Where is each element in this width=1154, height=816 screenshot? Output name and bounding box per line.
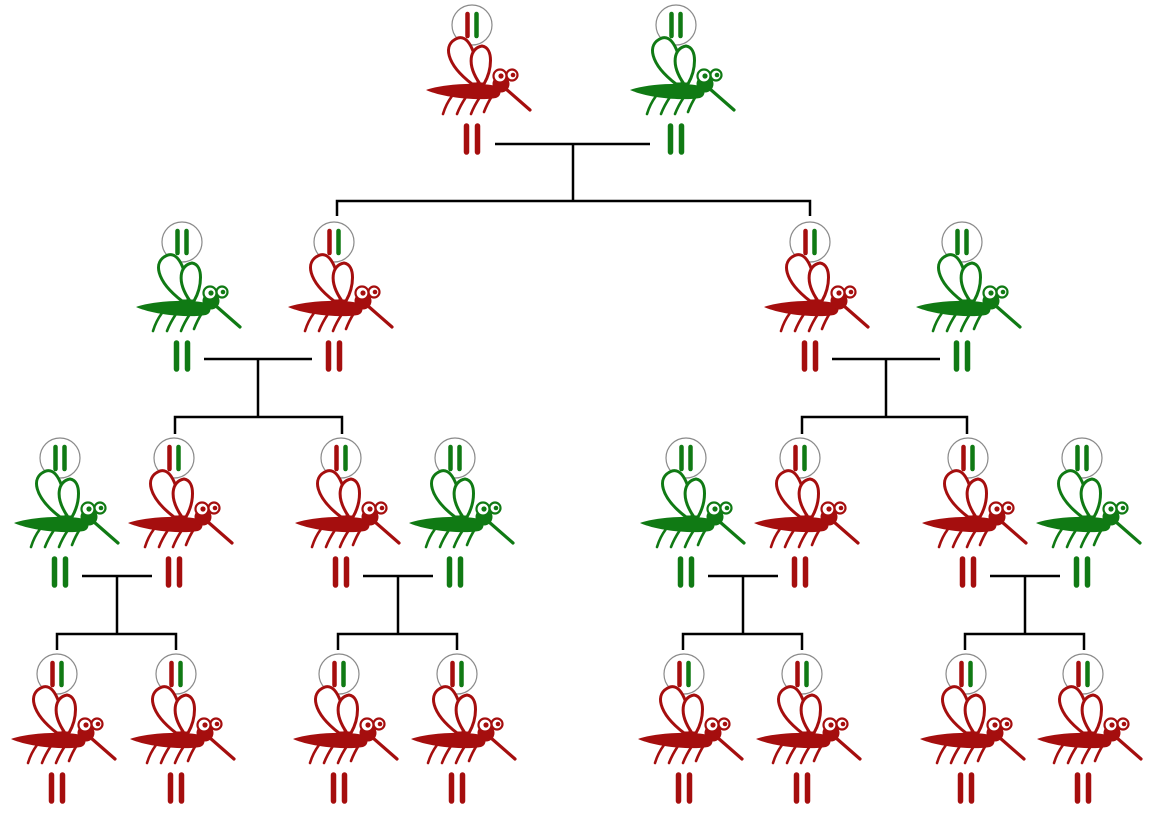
mosquito-icon xyxy=(752,469,860,549)
chromosome-pair-inset-circle xyxy=(320,437,362,479)
mosquito-icon xyxy=(754,685,862,765)
mosquito-g4-6 xyxy=(754,653,862,804)
mosquito-g4-4 xyxy=(409,653,517,804)
mosquito-g3-5 xyxy=(638,437,746,588)
chromosome-pair-inset-circle xyxy=(945,653,987,695)
chromosome-pair-inset-circle xyxy=(161,221,203,263)
mosquito-g2-4 xyxy=(914,221,1022,372)
chromosome-pair-inset-circle xyxy=(1062,653,1104,695)
mosquito-g4-1 xyxy=(9,653,117,804)
chromosome-pair-inset-circle xyxy=(663,653,705,695)
mosquito-icon xyxy=(293,469,401,549)
mosquito-icon xyxy=(638,469,746,549)
chromosome-pair-inset-circle xyxy=(947,437,989,479)
mosquito-g4-2 xyxy=(128,653,236,804)
mosquito-g3-1 xyxy=(12,437,120,588)
mosquito-g3-6 xyxy=(752,437,860,588)
sibling-bar-g3-1 xyxy=(55,632,178,650)
mosquito-icon xyxy=(9,685,117,765)
mosquito-icon xyxy=(424,36,532,116)
chromosome-pair-inset-circle xyxy=(941,221,983,263)
mosquito-icon xyxy=(286,253,394,333)
chromosome-pair-inset-circle xyxy=(665,437,707,479)
mosquito-icon xyxy=(291,685,399,765)
sibling-bar-g3-4 xyxy=(963,632,1086,650)
chromosome-pair-inset-circle xyxy=(436,653,478,695)
mosquito-icon xyxy=(12,469,120,549)
mosquito-icon xyxy=(1035,685,1143,765)
mosquito-g3-7 xyxy=(920,437,1028,588)
chromosome-pair-inset-circle xyxy=(655,4,697,46)
chromosome-pair-inset-circle xyxy=(155,653,197,695)
chromosome-pair-inset-circle xyxy=(451,4,493,46)
chromosome-pair-inset-circle xyxy=(781,653,823,695)
mosquito-icon xyxy=(126,469,234,549)
mosquito-g2-2 xyxy=(286,221,394,372)
chromosome-pair-inset-circle xyxy=(36,653,78,695)
chromosome-pair-inset-circle xyxy=(1061,437,1103,479)
mosquito-icon xyxy=(134,253,242,333)
sibling-bar-g3-2 xyxy=(336,632,459,650)
mosquito-g3-3 xyxy=(293,437,401,588)
chromosome-pair-inset-circle xyxy=(39,437,81,479)
mosquito-g3-8 xyxy=(1034,437,1142,588)
mosquito-g3-4 xyxy=(407,437,515,588)
mosquito-g4-7 xyxy=(918,653,1026,804)
mosquito-g2-3 xyxy=(762,221,870,372)
mosquito-g2-1 xyxy=(134,221,242,372)
parent-male-g1 xyxy=(628,4,736,155)
parent-female-g1 xyxy=(424,4,532,155)
mosquito-icon xyxy=(914,253,1022,333)
mosquito-icon xyxy=(636,685,744,765)
sibling-bar-g1 xyxy=(335,199,812,216)
mosquito-icon xyxy=(407,469,515,549)
chromosome-pair-inset-circle xyxy=(434,437,476,479)
mosquito-g4-3 xyxy=(291,653,399,804)
chromosome-pair-inset-circle xyxy=(153,437,195,479)
mosquito-icon xyxy=(918,685,1026,765)
chromosome-pair-inset-circle xyxy=(779,437,821,479)
mosquito-icon xyxy=(920,469,1028,549)
mosquito-icon xyxy=(762,253,870,333)
mosquito-icon xyxy=(409,685,517,765)
sibling-bar-g2-2 xyxy=(800,415,969,434)
sibling-bar-g3-3 xyxy=(681,632,804,650)
mosquito-icon xyxy=(128,685,236,765)
mosquito-icon xyxy=(1034,469,1142,549)
mosquito-g3-2 xyxy=(126,437,234,588)
chromosome-pair-inset-circle xyxy=(313,221,355,263)
chromosome-pair-inset-circle xyxy=(789,221,831,263)
mosquito-g4-8 xyxy=(1035,653,1143,804)
sibling-bar-g2-1 xyxy=(173,415,344,434)
mosquito-g4-5 xyxy=(636,653,744,804)
mosquito-icon xyxy=(628,36,736,116)
chromosome-pair-inset-circle xyxy=(318,653,360,695)
